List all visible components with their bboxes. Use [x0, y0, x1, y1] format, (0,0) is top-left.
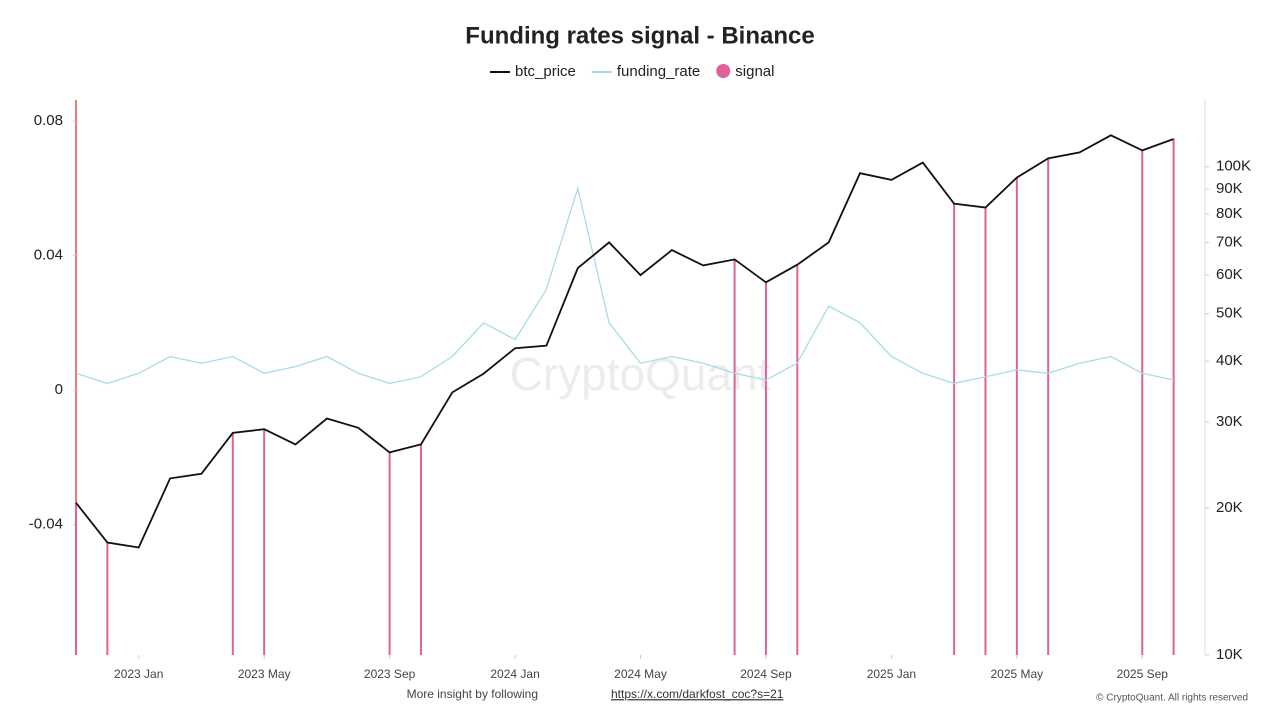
series-line [75, 134, 1174, 549]
watermark: CryptoQuant [510, 348, 771, 400]
x-tick-label: 2025 May [990, 667, 1043, 681]
y2-tick-label: 80K [1216, 205, 1243, 222]
y2-tick-label: 30K [1216, 413, 1243, 430]
y2-tick-label: 50K [1216, 305, 1243, 322]
x-tick-label: 2025 Sep [1117, 667, 1169, 681]
x-tick-label: 2023 Jan [114, 667, 163, 681]
y-tick-label: 0.08 [34, 112, 63, 129]
y-tick-label: 0.04 [34, 246, 63, 263]
y-tick-label: -0.04 [29, 516, 63, 533]
footer-link[interactable]: https://x.com/darkfost_coc?s=21 [611, 687, 784, 701]
x-tick-label: 2025 Jan [867, 667, 916, 681]
y2-tick-label: 10K [1216, 646, 1243, 663]
legend-label: funding_rate [617, 63, 700, 80]
x-tick-label: 2024 Sep [740, 667, 792, 681]
footer-text: More insight by following [407, 687, 538, 701]
y2-tick-label: 40K [1216, 352, 1243, 369]
chart-title: Funding rates signal - Binance [465, 22, 814, 49]
legend-label: signal [735, 63, 774, 80]
legend-marker [716, 64, 731, 78]
x-tick-label: 2024 May [614, 667, 667, 681]
y-tick-label: 0 [55, 381, 63, 398]
y2-tick-label: 90K [1216, 180, 1243, 197]
x-tick-label: 2023 May [238, 667, 291, 681]
x-tick-label: 2023 Sep [364, 667, 416, 681]
y2-tick-label: 60K [1216, 266, 1243, 283]
y2-tick-label: 100K [1216, 158, 1251, 175]
copyright: © CryptoQuant. All rights reserved [1096, 693, 1248, 704]
y2-tick-label: 70K [1216, 233, 1243, 250]
x-tick-label: 2024 Jan [490, 667, 539, 681]
series-line [75, 185, 1174, 385]
legend-label: btc_price [515, 63, 576, 80]
y2-tick-label: 20K [1216, 499, 1243, 516]
